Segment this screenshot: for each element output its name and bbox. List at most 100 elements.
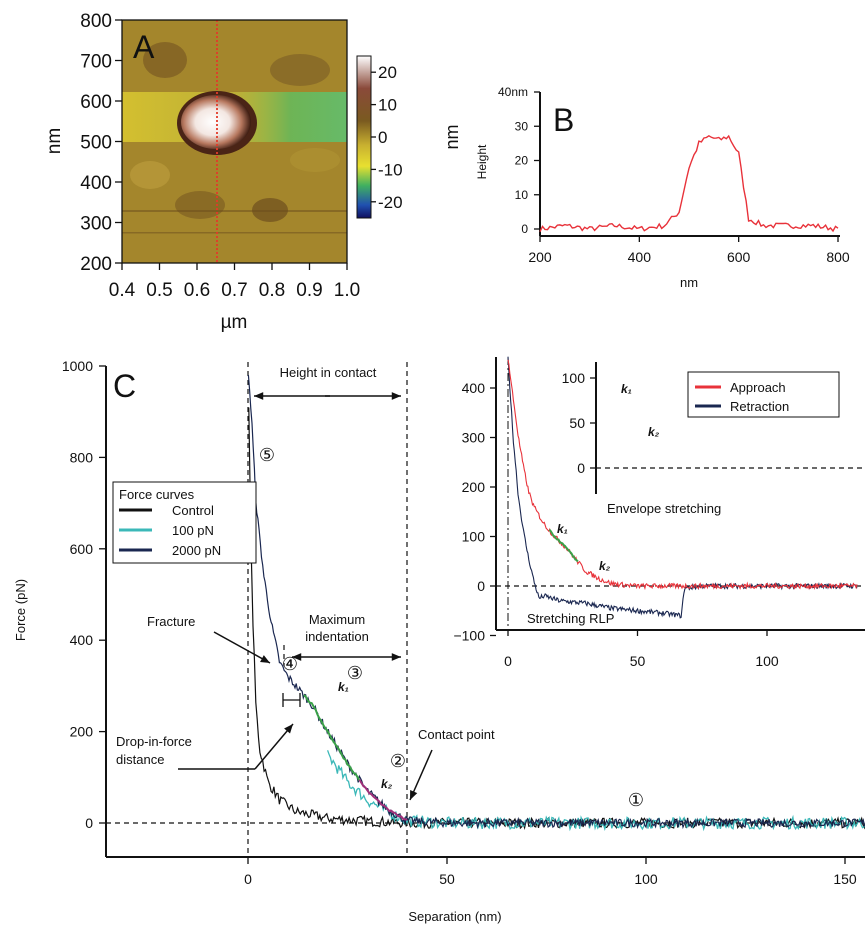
- c-y-tick-label: 400: [70, 632, 94, 648]
- inset-legend-label: Approach: [730, 380, 786, 395]
- inset-legend-box: [687, 371, 840, 418]
- c-x-axis-label: Separation (nm): [408, 909, 501, 924]
- inset-y-tick-label: 400: [462, 380, 486, 396]
- a-y-tick-label: 700: [80, 52, 112, 73]
- b-height-profile-line: [539, 134, 839, 233]
- max-indentation-label-1: Maximum: [309, 612, 365, 627]
- inset-x-tick-label: 100: [755, 653, 779, 669]
- zoom-k1-label: k₁: [621, 382, 632, 396]
- 100pn-curve: [326, 750, 865, 832]
- a-x-tick-label: 0.8: [259, 280, 285, 301]
- a-y-axis-label: nm: [44, 128, 65, 154]
- b-x-tick-label: 200: [528, 249, 552, 265]
- colorbar-tick-label: -10: [378, 160, 403, 179]
- panel-a-axes: 0.4 0.5 0.6 0.7 0.8 0.9 1.0 800 700 600 500 400 300 2…: [44, 11, 360, 333]
- a-y-tick-label: 300: [80, 214, 112, 235]
- colorbar-ticks: 20 10 0 -10 -20 nm: [371, 63, 462, 212]
- b-y-tick-label: 20: [515, 154, 529, 168]
- drop-in-force-label-1: Drop-in-force: [116, 734, 192, 749]
- b-y-axis-label: Height: [475, 144, 489, 179]
- c-x-tick-label: 150: [833, 871, 857, 887]
- fracture-arrow: [213, 631, 271, 664]
- a-x-tick-label: 0.4: [109, 280, 136, 301]
- colorbar-tick-label: 20: [378, 63, 397, 82]
- circled-number-3: ③: [347, 663, 363, 683]
- c-x-tick-label: 0: [244, 871, 252, 887]
- fracture-arrow-head: [260, 655, 270, 663]
- panel-c-inset: 0 50 100 400 300 200 100 0 −100 k₁ k₂ Stretching RL…: [453, 356, 865, 669]
- height-in-contact-label: Height in contact: [280, 365, 377, 380]
- c-y-tick-label: 600: [70, 541, 94, 557]
- c-x-tick-label: 100: [634, 871, 658, 887]
- a-y-tick-label: 600: [80, 92, 112, 113]
- inset-retraction-curve: [507, 356, 858, 619]
- panel-a-label: A: [133, 29, 155, 65]
- max-indentation-arrow-right-head: [391, 653, 401, 661]
- c-legend-label: Control: [172, 503, 214, 518]
- a-x-axis-label: µm: [221, 312, 248, 333]
- zoom-y-tick-label: 0: [577, 460, 585, 476]
- height-in-contact-arrow-left-head: [254, 392, 264, 400]
- b-y-tick-label: 40nm: [498, 85, 528, 99]
- panel-b-label: B: [553, 102, 574, 138]
- c-y-tick-label: 0: [85, 815, 93, 831]
- k2-label: k₂: [381, 777, 393, 791]
- inset-k2-label: k₂: [599, 559, 611, 573]
- b-x-tick-label: 400: [628, 249, 652, 265]
- max-indentation-arrow-left-head: [292, 653, 302, 661]
- inset-x-tick-label: 0: [504, 653, 512, 669]
- circled-number-5: ⑤: [259, 445, 275, 465]
- b-x-tick-label: 800: [826, 249, 850, 265]
- zoom-y-tick-label: 100: [562, 370, 586, 386]
- stretching-rlp-label: Stretching RLP: [527, 611, 614, 626]
- c-y-axis-label: Force (pN): [13, 579, 28, 641]
- circled-number-1: ①: [628, 790, 644, 810]
- k1-fit-line: [303, 694, 361, 782]
- inset-y-tick-label: 0: [477, 578, 485, 594]
- drop-in-force-arrow: [254, 723, 294, 770]
- c-legend-label: 100 pN: [172, 523, 214, 538]
- panel-a: A 0.4 0.5 0.6 0.7 0.8 0.9 1.0 800 700 600 500 400 30…: [44, 11, 462, 333]
- colorbar-tick-label: 10: [378, 96, 397, 115]
- b-x-axis-label: nm: [680, 275, 698, 290]
- c-y-tick-label: 200: [70, 724, 94, 740]
- panel-b: B 200 400 600 800 40nm 30 20 10 0 nm Height: [475, 85, 850, 290]
- circled-number-2: ②: [390, 751, 406, 771]
- contact-point-arrow-head: [410, 790, 418, 800]
- drop-in-force-arrow-head: [284, 724, 293, 734]
- fracture-label: Fracture: [147, 614, 195, 629]
- inset-k1-label: k₁: [557, 522, 568, 536]
- envelope-stretching-label: Envelope stretching: [607, 501, 721, 516]
- a-x-tick-label: 0.7: [221, 280, 247, 301]
- k2-fit-line: [358, 779, 408, 821]
- a-x-tick-label: 0.6: [184, 280, 210, 301]
- a-y-tick-label: 500: [80, 133, 112, 154]
- height-in-contact-arrow-right-head: [391, 392, 401, 400]
- a-x-tick-label: 0.5: [146, 280, 172, 301]
- inset-y-tick-label: −100: [453, 628, 485, 644]
- inset-legend-label: Retraction: [730, 399, 789, 414]
- c-y-tick-label: 1000: [62, 358, 93, 374]
- a-y-tick-label: 800: [80, 11, 112, 32]
- c-x-tick-label: 50: [439, 871, 455, 887]
- circled-number-4: ④: [282, 654, 298, 674]
- a-x-tick-label: 1.0: [334, 280, 360, 301]
- inset-k1-fit: [548, 529, 579, 563]
- panel-b-plot: 200 400 600 800 40nm 30 20 10 0 nm Height: [475, 85, 850, 290]
- inset-y-tick-label: 200: [462, 479, 486, 495]
- c-legend-title: Force curves: [119, 487, 195, 502]
- c-y-tick-label: 800: [70, 449, 94, 465]
- panel-c-label: C: [113, 368, 136, 404]
- max-indentation-label-2: indentation: [305, 629, 369, 644]
- k1-label: k₁: [338, 680, 349, 694]
- afm-height-map: [122, 20, 347, 263]
- colorbar: [356, 55, 372, 219]
- contact-point-label: Contact point: [418, 727, 495, 742]
- inset-y-tick-label: 100: [462, 529, 486, 545]
- a-y-tick-label: 400: [80, 173, 112, 194]
- colorbar-tick-label: 0: [378, 128, 387, 147]
- b-y-tick-label: 10: [515, 188, 529, 202]
